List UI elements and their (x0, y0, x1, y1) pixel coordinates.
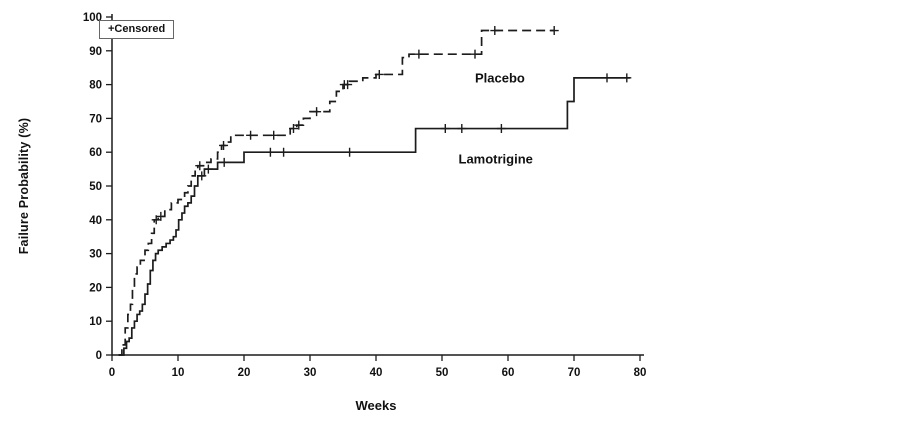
placebo-censor-mark (246, 130, 256, 140)
lamotrigine-censor-mark (496, 124, 506, 134)
lamotrigine-censor-mark (203, 164, 213, 174)
lamotrigine-step-curve (118, 76, 631, 356)
placebo-censor-mark (156, 211, 166, 221)
lamotrigine-censor-mark (219, 157, 229, 167)
placebo-censor-mark (289, 124, 298, 134)
x-axis-tick-label: 80 (634, 367, 647, 379)
y-axis-tick-label: 80 (89, 80, 102, 92)
y-axis-tick-label: 40 (89, 215, 102, 227)
placebo-censor-mark (312, 107, 322, 117)
lamotrigine-censor-mark (622, 73, 632, 83)
lamotrigine-curve-label: Lamotrigine (458, 151, 533, 167)
y-axis-tick-label: 50 (89, 181, 102, 193)
lamotrigine-censor-mark (279, 147, 289, 157)
y-axis-tick-label: 0 (96, 350, 102, 362)
placebo-curve-label: Placebo (475, 70, 525, 86)
x-axis-tick-label: 30 (304, 367, 317, 379)
placebo-censor-mark (195, 161, 205, 171)
x-axis-tick-label: 70 (568, 367, 581, 379)
placebo-censor-mark (490, 26, 500, 36)
x-axis-tick-label: 50 (436, 367, 449, 379)
placebo-step-curve (118, 29, 555, 356)
y-axis-tick-label: 60 (89, 147, 102, 159)
censored-legend: +Censored (99, 20, 175, 39)
y-axis-tick-label: 30 (89, 249, 102, 261)
placebo-censor-mark (294, 120, 304, 130)
lamotrigine-censor-mark (602, 73, 612, 83)
lamotrigine-censor-mark (345, 147, 355, 157)
placebo-censor-mark (151, 215, 161, 225)
y-axis-tick-label: 10 (89, 316, 102, 328)
x-axis-tick-label: 40 (370, 367, 383, 379)
lamotrigine-censor-mark (265, 147, 275, 157)
lamotrigine-censor-mark (440, 124, 450, 134)
placebo-censor-mark (374, 69, 384, 79)
y-axis-title: Failure Probability (%) (17, 117, 31, 255)
lamotrigine-censor-mark (197, 171, 207, 181)
x-axis-tick-label: 20 (238, 367, 251, 379)
y-axis-tick-label: 90 (89, 46, 102, 58)
placebo-censor-mark (470, 49, 480, 59)
x-axis-title: Weeks (355, 398, 397, 413)
placebo-censor-mark (269, 130, 279, 140)
placebo-censor-mark (343, 80, 353, 90)
y-axis-tick-label: 100 (83, 12, 102, 24)
placebo-censor-mark (219, 140, 229, 150)
censored-legend-label: +Censored (108, 23, 166, 35)
placebo-censor-mark (414, 49, 424, 59)
placebo-censor-mark (549, 26, 559, 36)
x-axis-tick-label: 0 (109, 367, 115, 379)
y-axis-tick-label: 70 (89, 113, 102, 125)
x-axis-tick-label: 60 (502, 367, 515, 379)
lamotrigine-censor-mark (457, 124, 467, 134)
y-axis-tick-label: 20 (89, 282, 102, 294)
x-axis-tick-label: 10 (172, 367, 185, 379)
